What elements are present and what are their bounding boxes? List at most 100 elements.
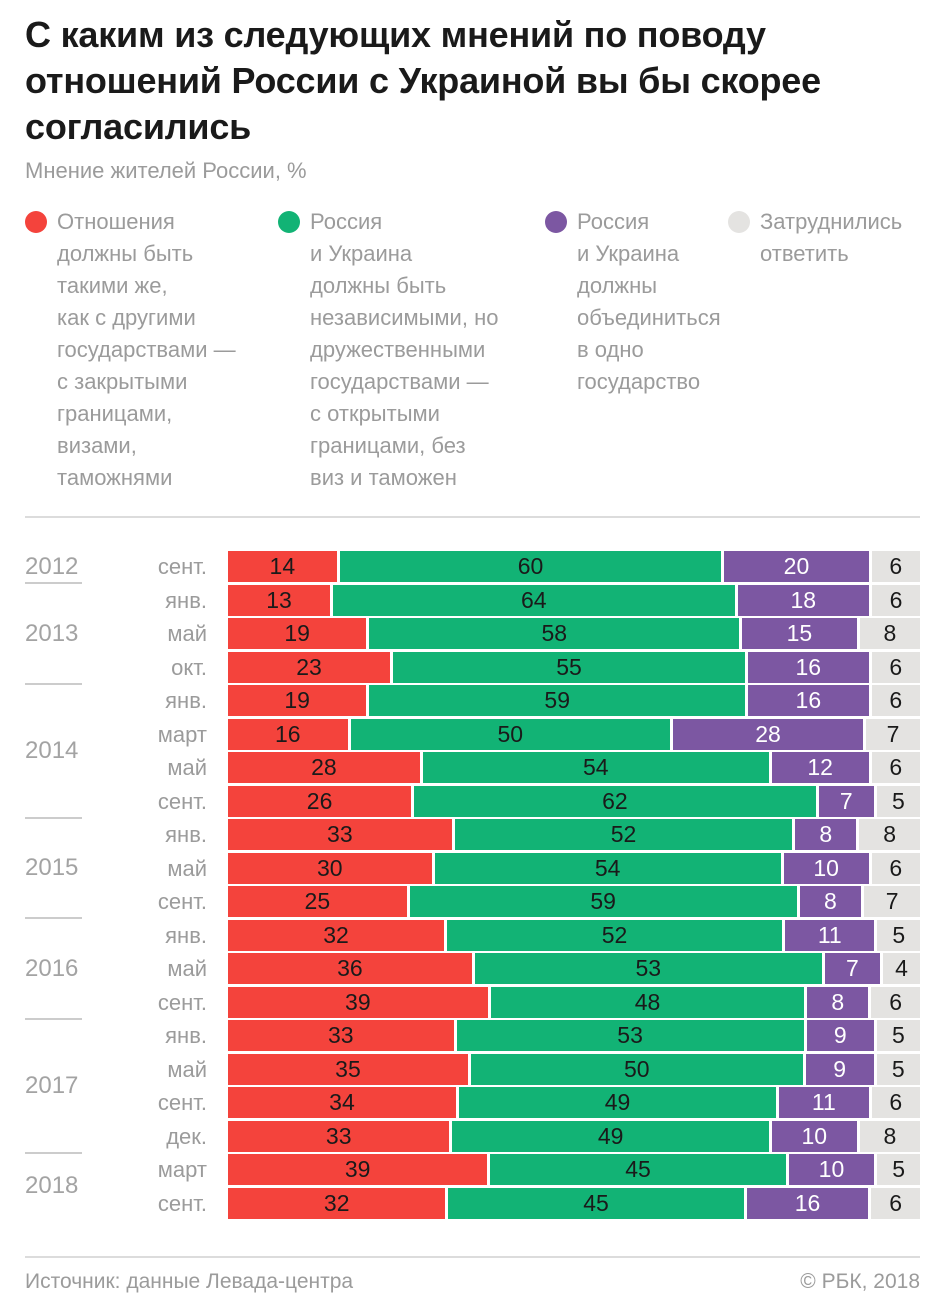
legend-dot-purple-icon xyxy=(545,211,567,233)
row-month-label: окт. xyxy=(171,654,207,680)
row-month-label: май xyxy=(167,621,207,646)
bar-segment-same-as-other-states: 14 xyxy=(228,551,337,582)
chart-row: сент. 14 60 20 6 xyxy=(25,551,920,582)
bar-segment-same-as-other-states: 19 xyxy=(228,685,367,716)
bar-segment-hard-to-answer: 7 xyxy=(866,718,920,750)
bar-segment-hard-to-answer: 7 xyxy=(864,886,920,917)
row-bars: 33 53 9 5 xyxy=(228,1020,920,1051)
bar-segment-same-as-other-states: 28 xyxy=(228,752,420,783)
chart-row: март 16 50 28 7 xyxy=(25,718,920,750)
row-month-label: май xyxy=(167,755,207,780)
year-group-separator xyxy=(25,1017,82,1020)
bar-segment-same-as-other-states: 35 xyxy=(228,1053,468,1085)
bar-segment-hard-to-answer: 6 xyxy=(871,852,921,884)
year-label: 2018 xyxy=(25,1172,79,1200)
row-month-label: май xyxy=(167,1056,207,1082)
row-bars: 39 48 8 6 xyxy=(228,986,920,1018)
bar-segment-unite-one-state: 7 xyxy=(824,953,880,984)
bar-segment-unite-one-state: 12 xyxy=(771,752,869,783)
row-month-label: март xyxy=(157,1157,207,1182)
row-month-label: май xyxy=(167,956,207,981)
bar-segment-unite-one-state: 16 xyxy=(748,685,869,716)
row-month-label: дек. xyxy=(166,1123,207,1149)
row-month-label: янв. xyxy=(165,1023,207,1048)
bar-segment-hard-to-answer: 8 xyxy=(859,819,920,850)
row-bars: 23 55 16 6 xyxy=(228,651,920,683)
chart-rows: сент. 14 60 20 6 янв. 13 64 18 6 май 19 58 15 8 окт. 23 5… xyxy=(25,551,921,1219)
chart-row: дек. 33 49 10 8 xyxy=(25,1120,920,1152)
legend-label: Отношения должны быть такими же, как с д… xyxy=(57,209,236,490)
bar-segment-unite-one-state: 8 xyxy=(795,819,857,850)
row-bars: 35 50 9 5 xyxy=(228,1053,920,1085)
bar-segment-independent-friendly: 62 xyxy=(414,785,816,817)
bar-segment-hard-to-answer: 6 xyxy=(871,584,920,616)
chart-row: май 28 54 12 6 xyxy=(25,752,920,783)
bar-segment-unite-one-state: 11 xyxy=(785,919,875,951)
row-bars: 14 60 20 6 xyxy=(228,551,920,582)
copyright-note: © РБК, 2018 xyxy=(800,1270,920,1293)
row-bars: 26 62 7 5 xyxy=(228,785,920,817)
bar-segment-same-as-other-states: 13 xyxy=(228,584,330,616)
bar-segment-unite-one-state: 10 xyxy=(783,852,869,884)
row-month-label: март xyxy=(157,721,207,747)
bar-segment-hard-to-answer: 8 xyxy=(859,618,920,649)
legend-chart-divider xyxy=(25,516,920,518)
bar-segment-independent-friendly: 52 xyxy=(454,819,793,850)
bar-segment-unite-one-state: 28 xyxy=(672,718,864,750)
chart-row: янв. 13 64 18 6 xyxy=(25,584,920,616)
bar-segment-independent-friendly: 52 xyxy=(447,919,783,951)
row-bars: 13 64 18 6 xyxy=(228,584,920,616)
row-month-label: сент. xyxy=(157,989,207,1015)
bar-segment-independent-friendly: 59 xyxy=(409,886,797,917)
bar-segment-hard-to-answer: 6 xyxy=(871,986,920,1018)
bar-segment-same-as-other-states: 16 xyxy=(228,718,348,750)
bar-segment-unite-one-state: 7 xyxy=(818,785,874,817)
year-label: 2014 xyxy=(25,736,79,764)
bar-segment-independent-friendly: 45 xyxy=(448,1187,744,1219)
row-bars: 25 59 8 7 xyxy=(228,886,920,917)
bar-segment-independent-friendly: 49 xyxy=(452,1120,769,1152)
page-title: С каким из следующих мнений по поводу от… xyxy=(25,14,821,147)
legend-label: Россия и Украина должны быть независимым… xyxy=(310,209,499,490)
bar-segment-same-as-other-states: 23 xyxy=(228,651,391,683)
bar-segment-hard-to-answer: 6 xyxy=(871,752,920,783)
row-month-label: янв. xyxy=(165,688,207,713)
bar-segment-hard-to-answer: 6 xyxy=(871,551,920,582)
footer: Источник: данные Левада-центра © РБК, 20… xyxy=(25,1270,920,1294)
year-group-separator xyxy=(25,1151,82,1154)
row-month-label: сент. xyxy=(157,1090,207,1115)
bar-segment-hard-to-answer: 5 xyxy=(877,919,920,951)
bar-segment-independent-friendly: 45 xyxy=(490,1154,786,1185)
chart-row: янв. 33 52 8 8 xyxy=(25,819,920,850)
bar-segment-same-as-other-states: 32 xyxy=(228,1187,446,1219)
chart-row: май 19 58 15 8 xyxy=(25,618,920,649)
row-bars: 16 50 28 7 xyxy=(228,718,920,750)
year-group-separator xyxy=(25,682,82,685)
bar-segment-hard-to-answer: 8 xyxy=(859,1120,920,1152)
bar-segment-same-as-other-states: 34 xyxy=(228,1087,456,1118)
bar-segment-independent-friendly: 54 xyxy=(422,752,769,783)
bar-segment-hard-to-answer: 6 xyxy=(871,685,921,716)
year-group-separator xyxy=(25,816,82,819)
legend-label: Россия и Украина должны объединиться в о… xyxy=(577,209,721,394)
row-bars: 36 53 7 4 xyxy=(228,953,920,984)
bar-segment-hard-to-answer: 5 xyxy=(876,1053,920,1085)
row-month-label: янв. xyxy=(165,922,207,948)
row-bars: 39 45 10 5 xyxy=(228,1154,920,1185)
bar-segment-unite-one-state: 16 xyxy=(746,1187,869,1219)
legend-dot-green-icon xyxy=(278,211,300,233)
bar-segment-hard-to-answer: 5 xyxy=(877,1154,920,1185)
legend-item-same-as-other-states: Отношения должны быть такими же, как с д… xyxy=(25,206,278,494)
bar-segment-independent-friendly: 53 xyxy=(474,953,822,984)
bar-segment-unite-one-state: 11 xyxy=(779,1087,869,1118)
bar-segment-hard-to-answer: 6 xyxy=(871,1187,920,1219)
bar-segment-hard-to-answer: 5 xyxy=(876,785,920,817)
bar-segment-same-as-other-states: 33 xyxy=(228,1020,454,1051)
chart-row: май 35 50 9 5 xyxy=(25,1053,920,1085)
bar-segment-independent-friendly: 48 xyxy=(490,986,805,1018)
year-label: 2016 xyxy=(25,954,79,982)
bar-segment-unite-one-state: 20 xyxy=(724,551,869,582)
bar-segment-unite-one-state: 9 xyxy=(805,1053,874,1085)
year-group-separator xyxy=(25,582,82,584)
